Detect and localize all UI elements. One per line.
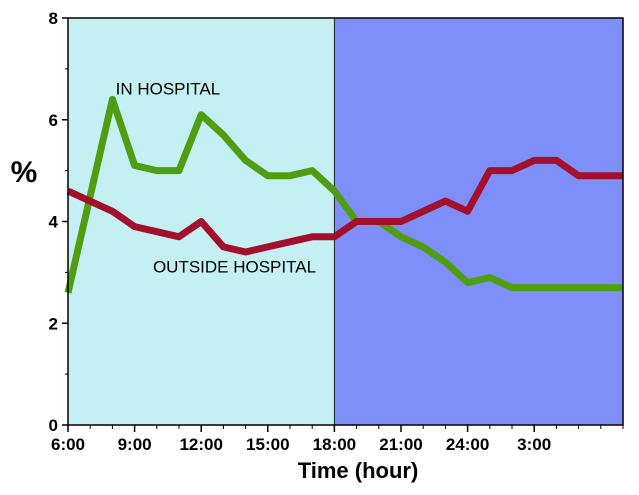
x-tick-label: 3:00: [517, 435, 551, 454]
series-label-0: IN HOSPITAL: [116, 79, 221, 98]
x-tick-label: 15:00: [246, 435, 289, 454]
y-tick-label: 8: [49, 9, 58, 28]
y-tick-label: 6: [49, 111, 58, 130]
series-label-1: OUTSIDE HOSPITAL: [153, 257, 316, 276]
series-line-1: [66, 156, 623, 256]
series-labels: IN HOSPITAL OUTSIDE HOSPITAL: [116, 79, 316, 276]
y-axis-title: %: [11, 156, 38, 189]
x-tick-label: 21:00: [379, 435, 422, 454]
axis-ticks: 6:00 9:00 12:00 15:00 18:00 21:00 24:00 3:00 0 2 4…: [49, 9, 624, 454]
y-tick-label: 4: [49, 213, 59, 232]
background-bands: [68, 18, 623, 425]
x-axis-title: Time (hour): [298, 458, 419, 483]
x-tick-label: 24:00: [446, 435, 489, 454]
x-tick-label: 18:00: [313, 435, 356, 454]
x-tick-label: 12:00: [179, 435, 222, 454]
series-lines: [64, 95, 623, 294]
y-tick-label: 2: [49, 314, 58, 333]
x-tick-label: 9:00: [118, 435, 152, 454]
y-tick-label: 0: [49, 416, 58, 435]
x-tick-label: 6:00: [51, 435, 85, 454]
